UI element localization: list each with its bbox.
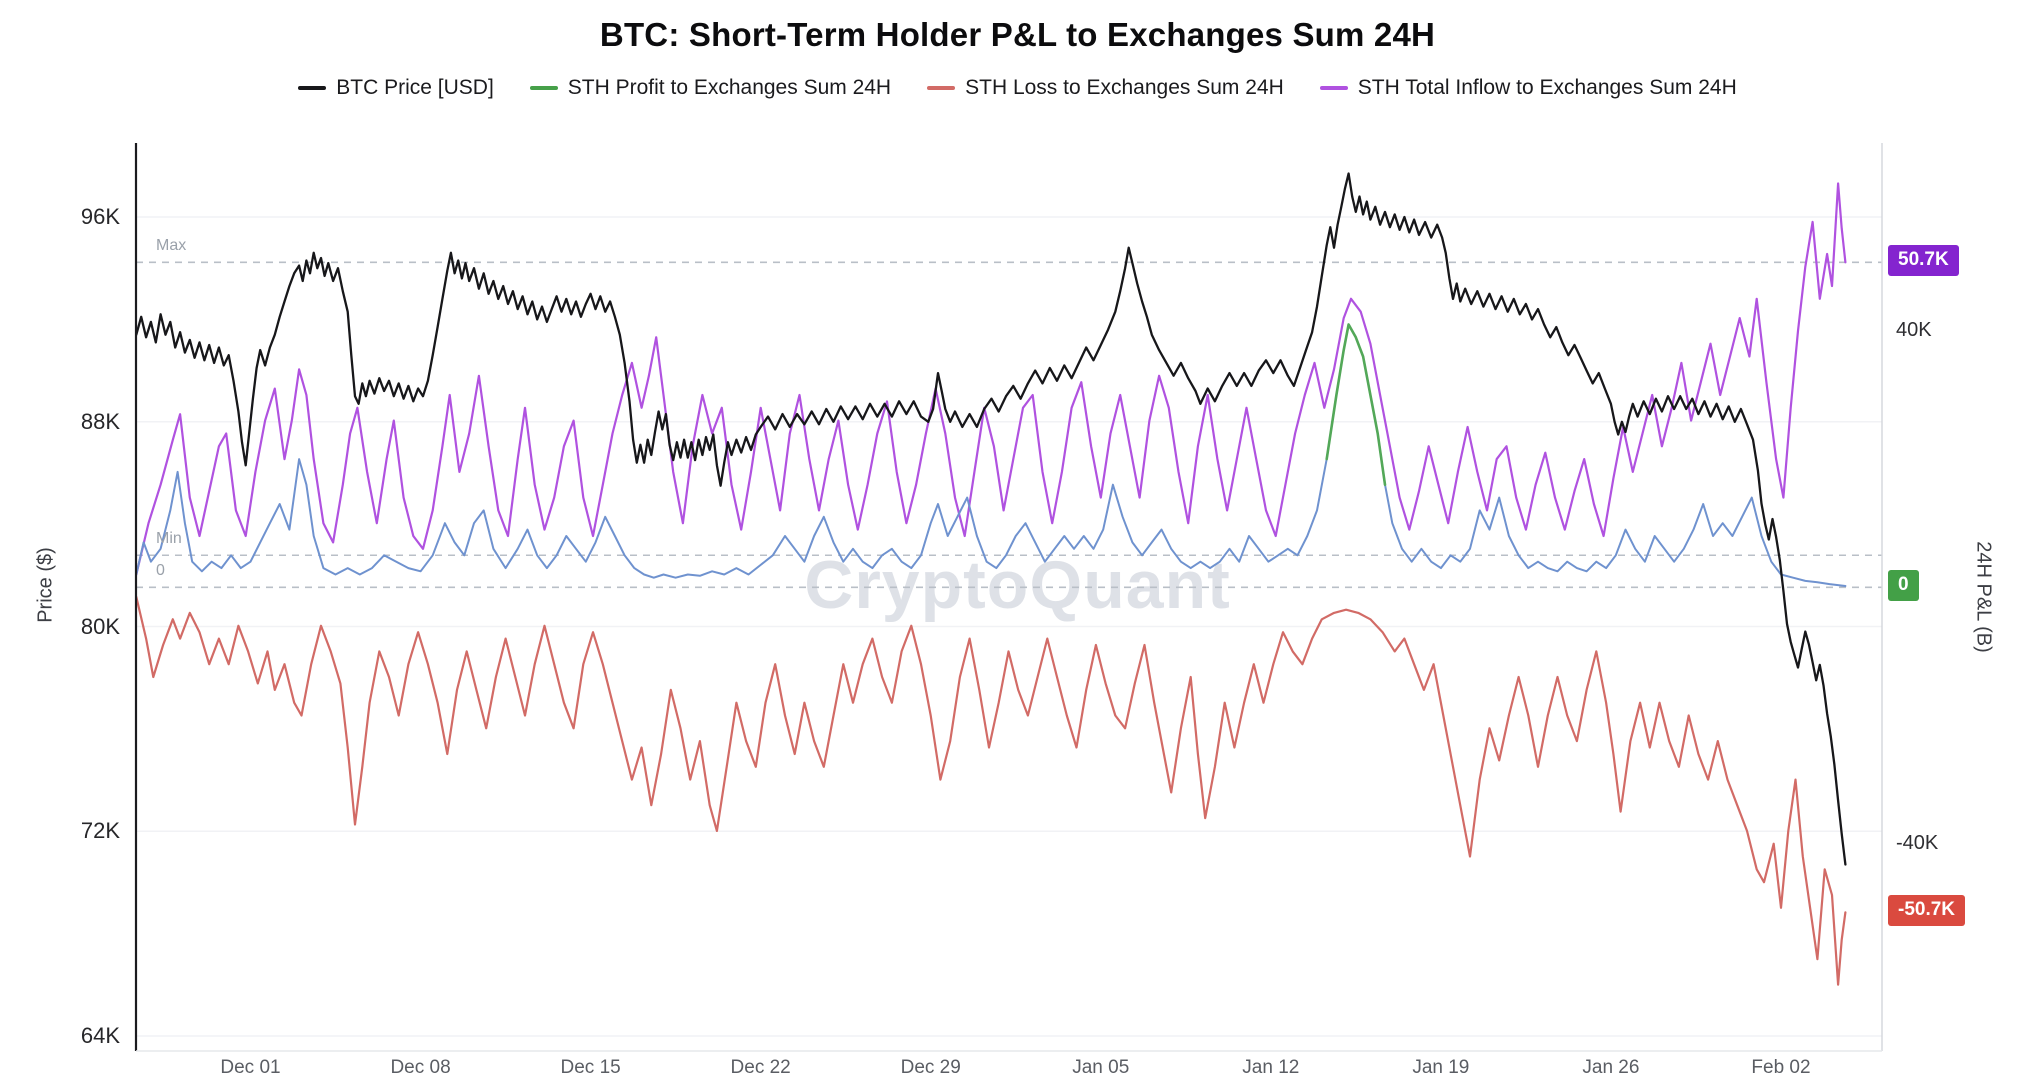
- ref-label-0: 0: [156, 562, 165, 580]
- legend-label: STH Profit to Exchanges Sum 24H: [567, 76, 892, 99]
- value-badge: 50.7K: [1888, 245, 1959, 277]
- legend-label: STH Loss to Exchanges Sum 24H: [965, 76, 1284, 99]
- price-tick-label: 96K: [80, 204, 120, 229]
- value-badge: -50.7K: [1888, 895, 1966, 927]
- legend-label: STH Total Inflow to Exchanges Sum 24H: [1357, 76, 1737, 99]
- x-tick-label: Dec 08: [390, 1057, 451, 1078]
- price-tick-label: 80K: [80, 613, 120, 639]
- legend: BTC Price [USD] STH Profit to Exchanges …: [0, 76, 2035, 100]
- value-badge: 0: [1888, 570, 1919, 602]
- chart-title: BTC: Short-Term Holder P&L to Exchanges …: [599, 16, 1436, 53]
- x-tick-label: Feb 02: [1751, 1057, 1811, 1078]
- price-line-swatch-icon: [298, 86, 327, 90]
- cryptoquant-watermark: CryptoQuant: [804, 547, 1231, 623]
- x-tick-label: Jan 26: [1582, 1057, 1640, 1078]
- legend-item-sth-profit[interactable]: STH Profit to Exchanges Sum 24H: [529, 76, 892, 100]
- legend-item-btc-price[interactable]: BTC Price [USD]: [298, 76, 494, 100]
- x-tick-label: Jan 19: [1412, 1057, 1470, 1078]
- legend-item-sth-total-inflow[interactable]: STH Total Inflow to Exchanges Sum 24H: [1319, 76, 1737, 100]
- loss-line-swatch-icon: [927, 86, 956, 90]
- right-tick-label: 40K: [1896, 318, 1932, 341]
- ref-label-min: Min: [156, 530, 182, 548]
- right-axis-title: 24H P&L (B): [1972, 541, 1995, 653]
- ref-label-max: Max: [156, 237, 187, 255]
- legend-label: BTC Price [USD]: [336, 76, 494, 99]
- left-axis-title: Price ($): [34, 547, 57, 623]
- price-tick-label: 64K: [80, 1023, 120, 1048]
- x-tick-label: Jan 05: [1072, 1057, 1130, 1078]
- x-tick-label: Dec 22: [730, 1057, 791, 1078]
- price-tick-label: 72K: [80, 818, 120, 844]
- legend-item-sth-loss[interactable]: STH Loss to Exchanges Sum 24H: [927, 76, 1284, 100]
- x-tick-label: Jan 12: [1242, 1057, 1300, 1078]
- price-tick-label: 88K: [80, 408, 120, 434]
- x-tick-label: Dec 29: [900, 1057, 961, 1078]
- x-tick-label: Dec 01: [220, 1057, 281, 1078]
- profit-line-swatch-icon: [529, 86, 558, 90]
- x-tick-label: Dec 15: [560, 1057, 621, 1078]
- inflow-line-swatch-icon: [1319, 86, 1348, 90]
- right-tick-label: -40K: [1896, 831, 1939, 854]
